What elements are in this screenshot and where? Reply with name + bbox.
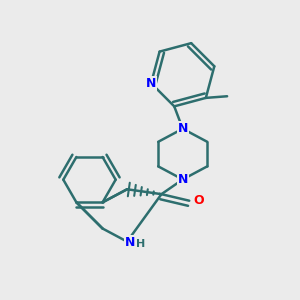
- Text: H: H: [136, 239, 146, 249]
- Text: N: N: [125, 236, 136, 249]
- Text: N: N: [178, 173, 188, 186]
- Text: N: N: [146, 77, 156, 90]
- Text: O: O: [193, 194, 204, 207]
- Text: N: N: [178, 122, 188, 135]
